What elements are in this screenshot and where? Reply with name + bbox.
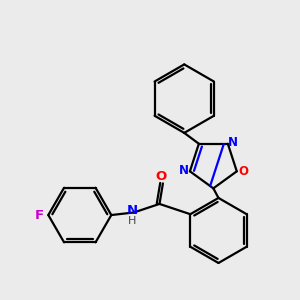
Text: N: N [179, 164, 189, 177]
Text: N: N [228, 136, 238, 148]
Text: O: O [156, 170, 167, 183]
Text: O: O [238, 165, 249, 178]
Text: F: F [35, 208, 44, 222]
Text: N: N [127, 204, 138, 217]
Text: H: H [128, 216, 136, 226]
